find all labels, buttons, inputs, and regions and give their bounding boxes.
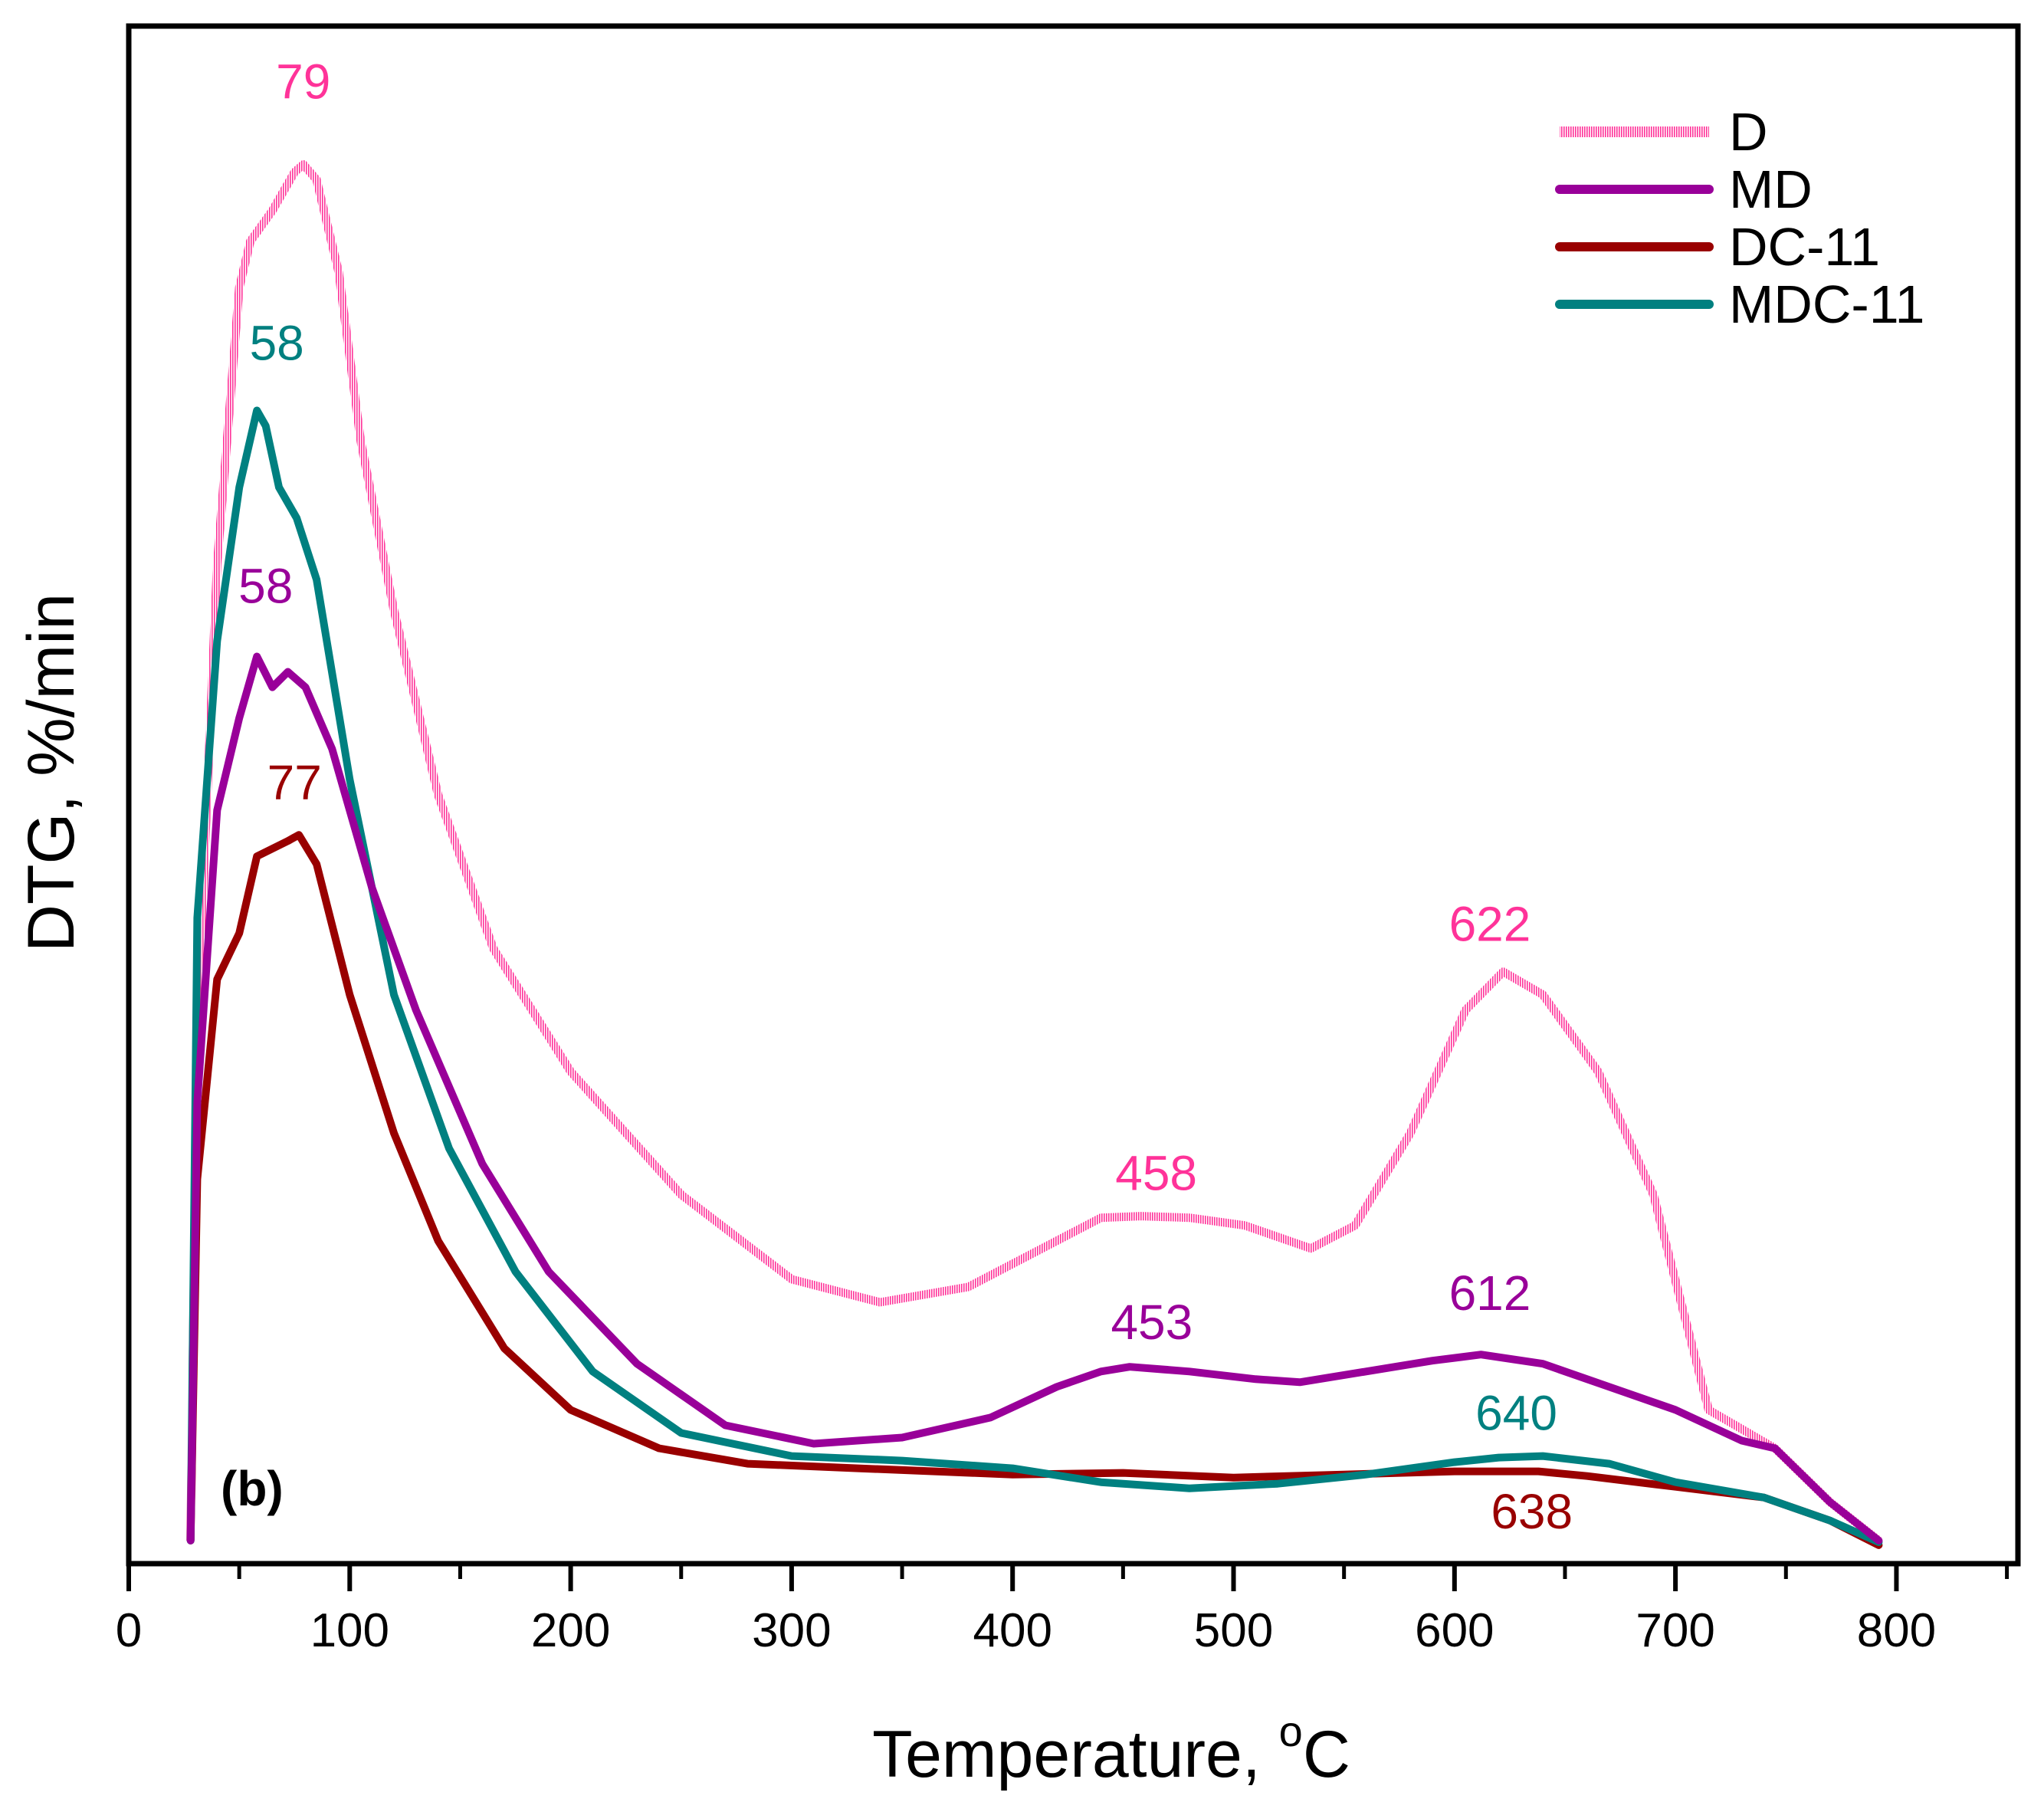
peak-annotations: 79 58 58 77 622 458 453 612 640 638 [238, 54, 1573, 1539]
series-md-line [186, 652, 1883, 1544]
x-tick-label: 400 [973, 1604, 1052, 1657]
x-tick-label: 100 [310, 1604, 389, 1657]
legend-d-label: D [1729, 102, 1768, 162]
y-axis-title: DTG, %/min [15, 593, 88, 952]
series-d-line [186, 160, 1882, 1544]
peak-label: 453 [1111, 1295, 1193, 1350]
peak-label: 79 [276, 54, 330, 109]
peak-label: 640 [1475, 1385, 1557, 1440]
x-tick-label: 300 [752, 1604, 831, 1657]
x-tick-label: 700 [1636, 1604, 1714, 1657]
x-tick-label: 200 [531, 1604, 610, 1657]
x-axis-title-sup: o [1279, 1707, 1303, 1755]
peak-label: 622 [1449, 897, 1531, 952]
series-layer [186, 160, 1883, 1549]
peak-label: 638 [1491, 1484, 1573, 1539]
x-axis-title-unit: C [1303, 1718, 1350, 1791]
x-tick-label: 500 [1194, 1604, 1273, 1657]
legend-d-swatch-fill [1560, 126, 1709, 137]
x-tick-label: 600 [1415, 1604, 1494, 1657]
x-tick-label: 0 [116, 1604, 142, 1657]
panel-label: (b) [221, 1461, 284, 1516]
peak-label: 58 [250, 315, 304, 370]
legend-md-label: MD [1729, 159, 1813, 219]
peak-label: 458 [1115, 1146, 1197, 1201]
legend-dc-11-label: DC-11 [1729, 217, 1880, 277]
legend-mdc-11-label: MDC-11 [1729, 274, 1924, 334]
series-mdc-11-line [186, 406, 1883, 1546]
x-axis-title: Temperature, oC [872, 1707, 1350, 1791]
plot-frame [126, 23, 2021, 1567]
x-axis-title-text: Temperature, [872, 1718, 1279, 1791]
x-tick-label: 800 [1857, 1604, 1936, 1657]
peak-label: 77 [267, 755, 322, 810]
peak-label: 612 [1449, 1265, 1531, 1321]
x-ticks: 0 100 200 300 400 500 600 700 800 [116, 1564, 2010, 1657]
peak-label: 58 [238, 558, 293, 613]
series-dc-11-line [186, 831, 1883, 1549]
